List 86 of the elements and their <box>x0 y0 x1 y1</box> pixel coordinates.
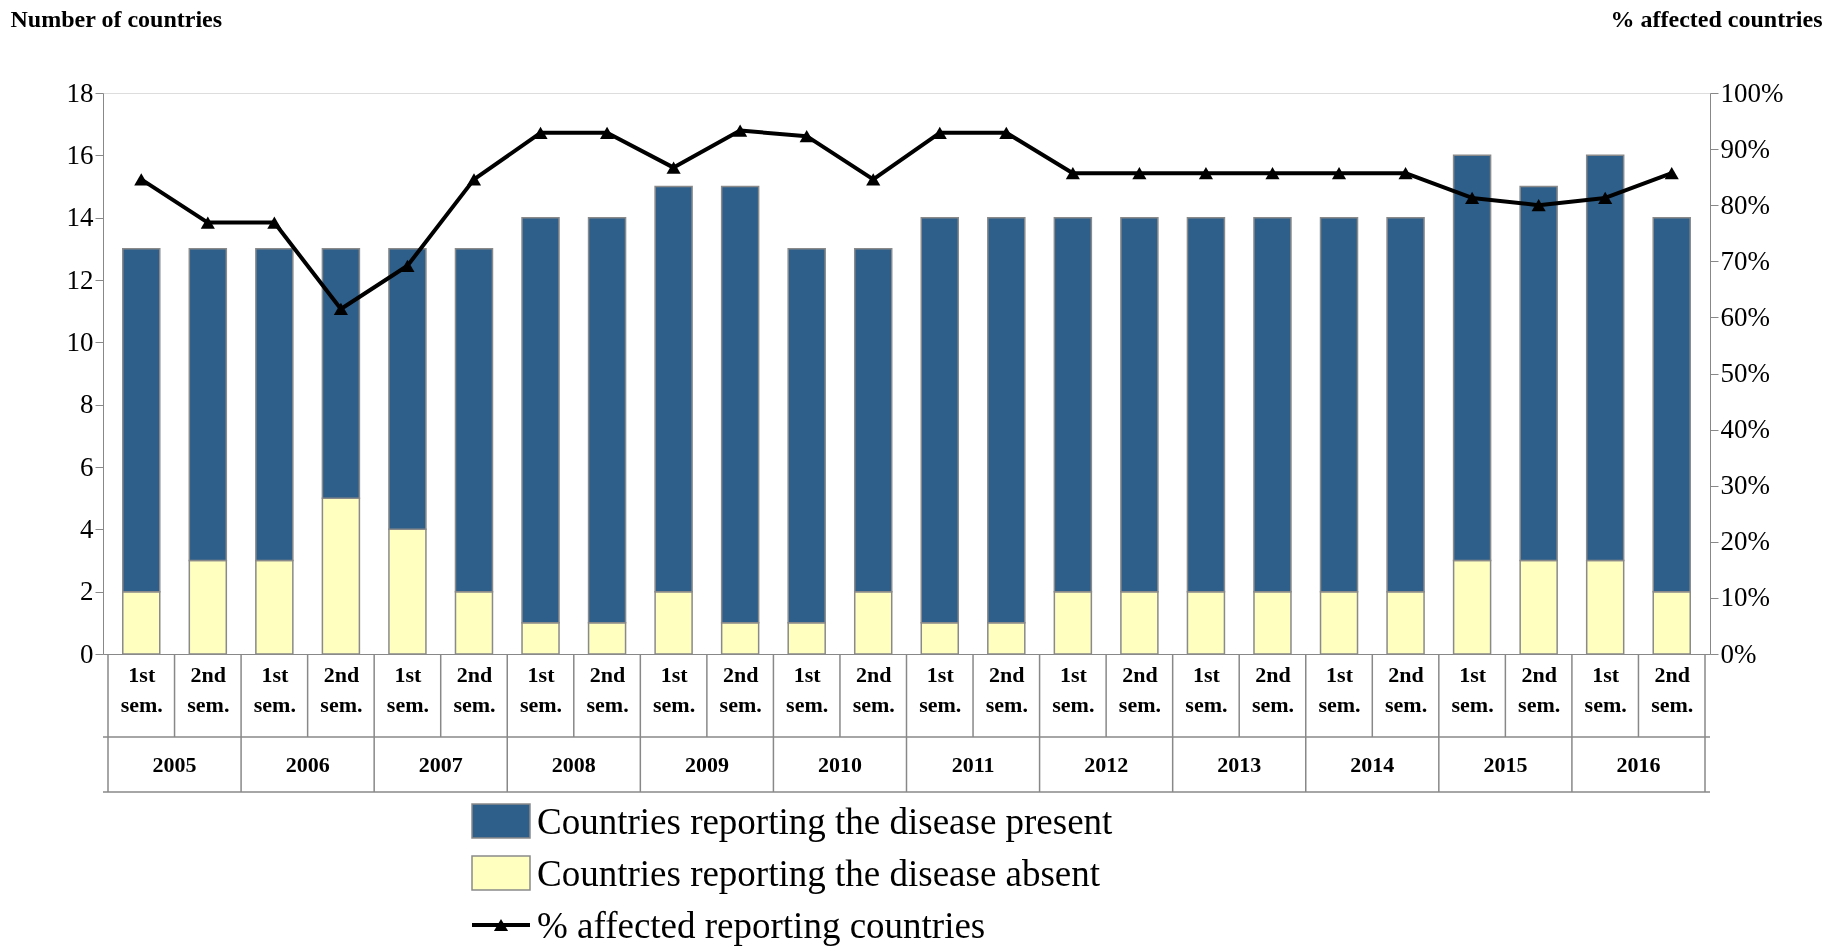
y2-tick-label: 70% <box>1720 245 1770 276</box>
x-tick-label: 2nd sem. <box>852 661 895 717</box>
x-tick-label: 1st sem. <box>1584 661 1627 717</box>
point <box>1465 191 1480 205</box>
point <box>333 302 348 316</box>
point <box>134 173 149 186</box>
x-tick-label: 1st sem. <box>653 661 696 717</box>
x-tick-label: 2nd sem. <box>985 661 1028 717</box>
x-tick-label: 1st sem. <box>120 661 163 717</box>
x-tick-label: 1st sem. <box>1185 661 1228 717</box>
text: 2007 <box>418 752 463 777</box>
point <box>200 216 215 229</box>
y2-tick-label: 50% <box>1720 358 1770 388</box>
y-tick-label: 14 <box>66 202 94 233</box>
y-tick-label: 2 <box>80 576 94 607</box>
x-tick-label: 1st sem. <box>1318 661 1361 717</box>
y2-tick-label: 30% <box>1720 470 1770 501</box>
text: 2005 <box>152 752 197 777</box>
x-tick-label: 2nd sem. <box>586 661 629 717</box>
point <box>1198 167 1214 180</box>
point <box>466 173 482 186</box>
legend-label: Countries reporting the disease present <box>537 801 1114 842</box>
text: 2013 <box>1217 752 1262 777</box>
point <box>932 126 947 139</box>
x-tick-label: 2nd sem. <box>1651 661 1694 717</box>
point <box>733 124 748 137</box>
x-tick-label: 1st sem. <box>1052 661 1095 717</box>
point <box>1398 167 1413 180</box>
text: 2008 <box>551 752 596 777</box>
y2-tick-label: 20% <box>1720 526 1770 557</box>
point <box>1331 167 1347 180</box>
point <box>666 161 681 174</box>
text: 2016 <box>1616 752 1661 777</box>
text: 2014 <box>1350 752 1395 777</box>
text: 2009 <box>684 752 729 777</box>
x-tick-label: 1st sem. <box>919 661 962 717</box>
y2-axis-title: % affected countries <box>1610 5 1823 32</box>
y2-tick-label: 60% <box>1720 301 1770 332</box>
legend-label: % affected reporting countries <box>537 905 986 946</box>
text: 2006 <box>285 752 330 777</box>
x-tick-label: 2nd sem. <box>453 661 496 717</box>
x-tick-label: 1st sem. <box>253 661 296 717</box>
y-tick-label: 16 <box>66 139 94 170</box>
y2-tick-label: 0% <box>1720 638 1757 669</box>
point <box>1132 167 1147 180</box>
y-tick-label: 8 <box>80 389 94 420</box>
legend-label: Countries reporting the disease absent <box>537 853 1101 894</box>
x-tick-label: 2nd sem. <box>1518 661 1561 717</box>
y-tick-label: 12 <box>66 264 94 295</box>
y-tick-label: 10 <box>66 326 94 357</box>
y2-tick-label: 10% <box>1720 582 1770 613</box>
point <box>999 126 1014 139</box>
text: 2015 <box>1483 752 1528 777</box>
x-tick-label: 2nd sem. <box>1251 661 1295 717</box>
y2-tick-label: 80% <box>1720 189 1770 220</box>
x-tick-label: 2nd sem. <box>719 661 762 717</box>
point <box>533 126 548 139</box>
point <box>1065 167 1080 180</box>
y2-tick-label: 40% <box>1720 414 1770 445</box>
x-tick-label: 1st sem. <box>1451 661 1494 717</box>
point <box>400 259 415 272</box>
y-axis-title: Number of countries <box>10 5 223 32</box>
point <box>866 173 881 186</box>
y2-tick-label: 100% <box>1720 77 1784 108</box>
point <box>1531 199 1546 212</box>
text: 2010 <box>817 752 862 777</box>
x-tick-label: 2nd sem. <box>1118 661 1161 717</box>
y-tick-label: 4 <box>80 513 94 544</box>
point <box>799 130 814 143</box>
text: 2012 <box>1084 752 1129 777</box>
x-tick-label: 1st sem. <box>386 661 430 717</box>
x-tick-label: 2nd sem. <box>187 661 230 717</box>
x-tick-label: 1st sem. <box>786 661 829 717</box>
text: 2011 <box>951 752 995 777</box>
point <box>1265 167 1280 180</box>
y-tick-label: 0 <box>80 638 94 669</box>
y-tick-label: 6 <box>80 451 94 482</box>
y-tick-label: 18 <box>66 77 94 108</box>
x-tick-label: 1st sem. <box>519 661 563 717</box>
y2-tick-label: 90% <box>1720 133 1770 164</box>
x-tick-label: 2nd sem. <box>1384 661 1428 717</box>
point <box>599 126 615 139</box>
point <box>267 216 282 229</box>
x-tick-label: 2nd sem. <box>320 661 363 717</box>
point <box>1598 191 1613 205</box>
point <box>1664 167 1679 180</box>
